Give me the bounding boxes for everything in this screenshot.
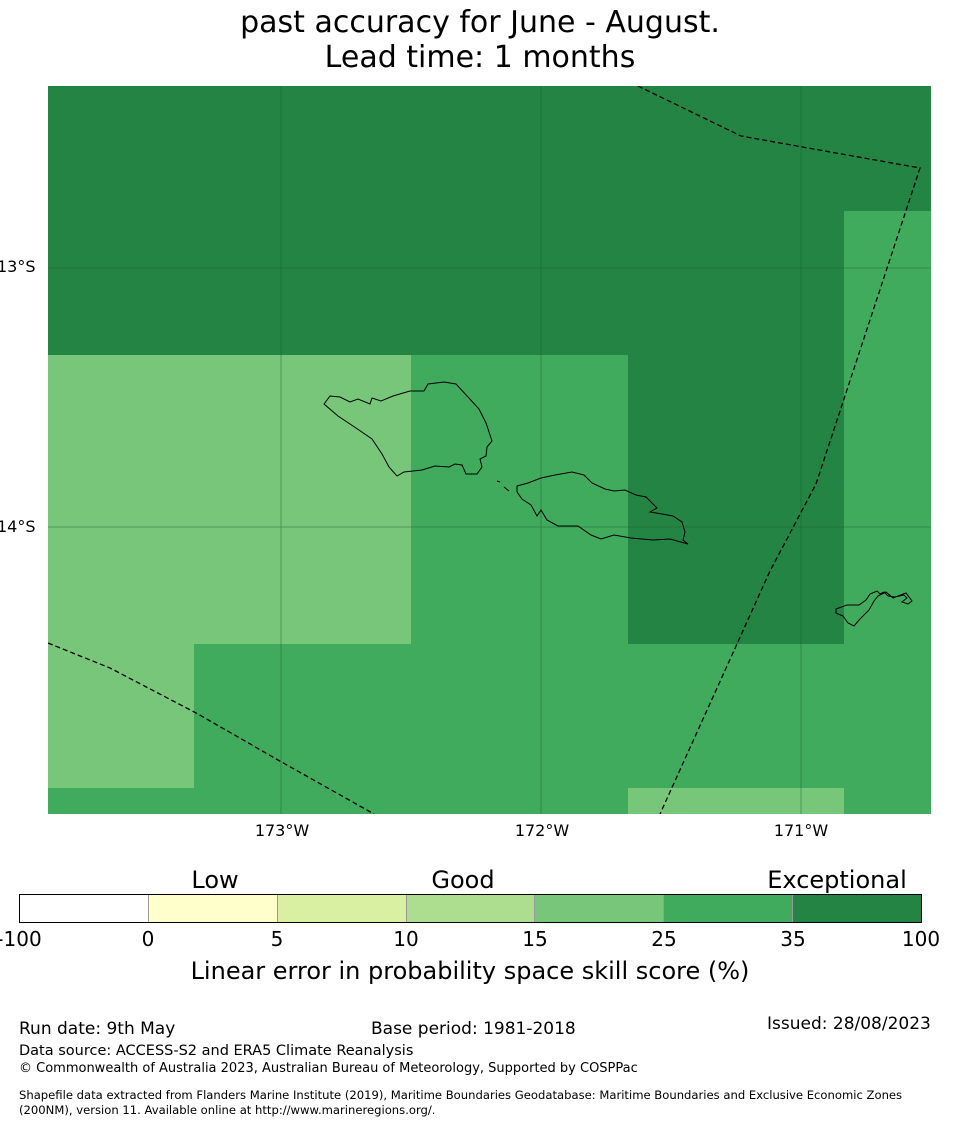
skill-cell-good-south — [628, 788, 844, 814]
islands — [323, 381, 913, 627]
lon-label-171w: 171°W — [773, 821, 829, 840]
colorbar-segment — [664, 895, 794, 922]
manono-islet — [496, 480, 501, 483]
graticule — [48, 86, 931, 814]
colorbar-segment — [535, 895, 665, 922]
lat-label-14s: 14°S — [0, 517, 36, 536]
colorbar-tick: 35 — [780, 927, 806, 951]
colorbar-segment — [277, 895, 407, 922]
colorbar-tick: 5 — [270, 927, 284, 951]
legend-category-good: Good — [431, 866, 495, 894]
issued-date: Issued: 28/08/2023 — [767, 1014, 931, 1034]
colorbar-segment — [20, 895, 149, 922]
shapefile-credit-line-2: (200NM), version 11. Available online at… — [19, 1103, 436, 1117]
legend-category-low: Low — [191, 866, 239, 894]
lon-label-173w: 173°W — [254, 821, 310, 840]
apolima-islet — [503, 486, 510, 492]
legend-category-exceptional: Exceptional — [767, 866, 907, 894]
colorbar-tick: 15 — [522, 927, 548, 951]
copyright: © Commonwealth of Australia 2023, Austra… — [19, 1061, 638, 1076]
upolu-island — [516, 471, 689, 545]
colorbar-tick: 100 — [901, 927, 941, 951]
colorbar-segment — [148, 895, 278, 922]
colorbar-tick: -100 — [0, 927, 42, 951]
skill-cell-dark-good-southwest — [48, 788, 194, 814]
maritime-boundary — [48, 86, 921, 814]
map-title-line-2: Lead time: 1 months — [324, 40, 636, 75]
colorbar-caption: Linear error in probability space skill … — [190, 957, 750, 985]
map-title-line-1: past accuracy for June - August. — [240, 5, 720, 40]
run-date: Run date: 9th May — [19, 1019, 176, 1039]
skill-cell-dark-good-central — [411, 355, 628, 644]
data-source: Data source: ACCESS-S2 and ERA5 Climate … — [19, 1043, 414, 1059]
tutuila-island — [835, 590, 913, 627]
colorbar-tick: 0 — [141, 927, 155, 951]
colorbar-tick: 25 — [651, 927, 677, 951]
colorbar — [19, 894, 922, 923]
colorbar-segment — [793, 895, 922, 922]
skill-map — [48, 86, 931, 814]
skill-cell-dark-good-south — [194, 644, 931, 814]
colorbar-tick: 10 — [393, 927, 419, 951]
lat-label-13s: 13°S — [0, 257, 36, 276]
colorbar-segment — [406, 895, 536, 922]
shapefile-credit-line-1: Shapefile data extracted from Flanders M… — [19, 1088, 903, 1102]
base-period: Base period: 1981-2018 — [371, 1019, 576, 1039]
savaii-island — [323, 381, 493, 477]
lon-label-172w: 172°W — [514, 821, 570, 840]
